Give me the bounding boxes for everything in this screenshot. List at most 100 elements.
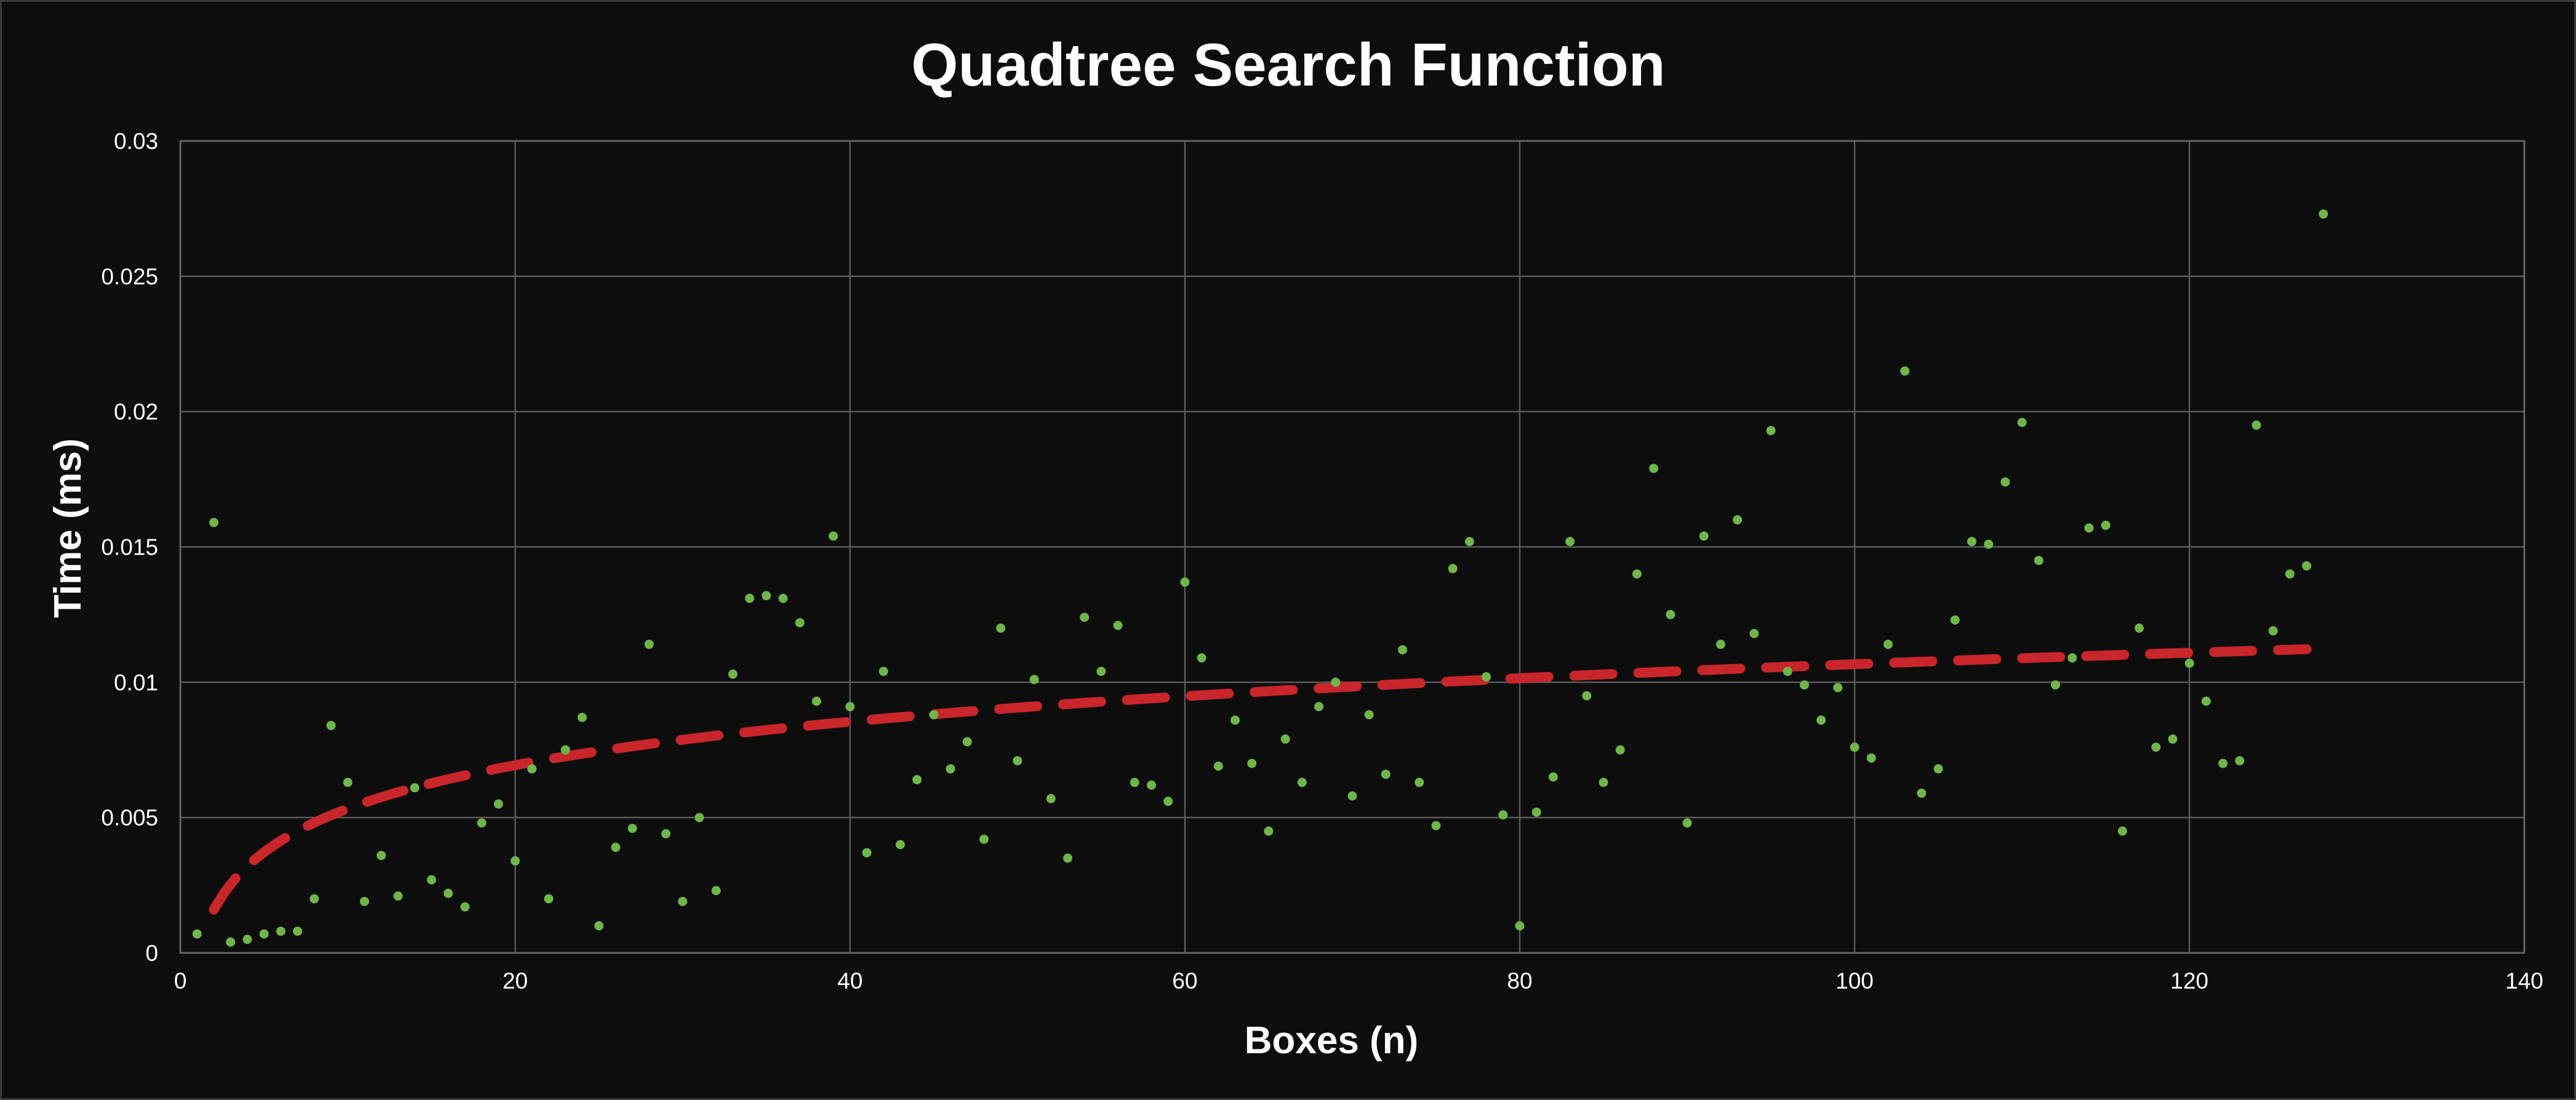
data-point — [2168, 734, 2178, 744]
data-point — [979, 834, 989, 844]
data-point — [1850, 742, 1860, 752]
data-point — [410, 783, 420, 793]
data-point — [1180, 577, 1190, 587]
data-point — [1783, 667, 1792, 676]
y-tick-label: 0.03 — [114, 129, 158, 154]
data-point — [577, 712, 587, 722]
data-point — [1582, 691, 1592, 701]
data-point — [1984, 539, 1994, 549]
data-point — [1464, 537, 1474, 547]
x-tick-label: 140 — [2505, 968, 2543, 994]
data-point — [1130, 777, 1139, 787]
data-point — [929, 710, 939, 720]
data-point — [1498, 810, 1508, 820]
data-point — [427, 875, 436, 885]
data-point — [2235, 756, 2245, 766]
chart-title: Quadtree Search Function — [911, 31, 1665, 98]
x-tick-label: 0 — [174, 968, 187, 994]
data-point — [644, 640, 654, 649]
data-point — [1264, 826, 1274, 836]
data-point — [1548, 772, 1558, 782]
x-tick-label: 120 — [2170, 968, 2209, 994]
data-point — [1364, 710, 1374, 720]
data-point — [1213, 761, 1223, 771]
data-point — [962, 737, 972, 747]
data-point — [561, 745, 571, 755]
data-point — [1431, 821, 1441, 830]
x-tick-label: 20 — [502, 968, 528, 994]
data-point — [1833, 683, 1843, 693]
data-point — [292, 926, 302, 936]
points-layer — [192, 209, 2329, 947]
data-point — [778, 593, 788, 603]
data-point — [1147, 780, 1157, 790]
x-axis-title: Boxes (n) — [1245, 1019, 1418, 1062]
data-point — [2268, 626, 2278, 636]
data-point — [2252, 420, 2261, 430]
data-point — [1414, 777, 1424, 787]
data-point — [829, 531, 838, 541]
data-point — [1866, 753, 1876, 763]
data-point — [226, 937, 236, 947]
data-point — [2201, 696, 2211, 706]
data-point — [544, 894, 553, 904]
x-tick-label: 60 — [1172, 968, 1197, 994]
data-point — [276, 926, 286, 936]
data-point — [1531, 807, 1541, 817]
data-point — [694, 813, 704, 822]
data-point — [661, 829, 671, 839]
y-tick-label: 0.025 — [101, 264, 158, 289]
data-point — [1046, 793, 1056, 803]
data-point — [1649, 464, 1659, 473]
data-point — [728, 669, 738, 679]
data-point — [2068, 653, 2077, 663]
data-point — [1666, 609, 1675, 619]
data-point — [2301, 561, 2311, 571]
data-point — [343, 777, 353, 787]
data-point — [1197, 653, 1206, 663]
data-point — [1766, 425, 1776, 435]
data-point — [259, 929, 269, 939]
data-point — [376, 851, 386, 861]
data-point — [611, 843, 620, 853]
data-point — [1749, 628, 1759, 638]
data-point — [2084, 523, 2094, 533]
data-point — [1347, 791, 1357, 801]
data-point — [1900, 366, 1910, 376]
data-point — [310, 894, 319, 904]
data-point — [2034, 555, 2044, 565]
data-point — [1314, 702, 1324, 712]
data-point — [594, 921, 604, 931]
data-point — [1615, 745, 1625, 755]
data-point — [209, 518, 219, 528]
y-tick-label: 0.005 — [101, 805, 158, 830]
data-point — [393, 891, 403, 901]
data-point — [2101, 520, 2111, 530]
y-tick-label: 0.02 — [114, 399, 158, 425]
data-point — [761, 591, 771, 601]
trendline — [209, 644, 2312, 915]
data-point — [1883, 640, 1893, 649]
data-point — [1013, 756, 1022, 766]
data-point — [1080, 612, 1089, 622]
data-point — [460, 902, 470, 912]
data-point — [1247, 758, 1257, 768]
data-point — [1565, 537, 1575, 547]
y-tick-label: 0.01 — [114, 670, 158, 695]
y-tick-label: 0 — [145, 941, 158, 966]
data-point — [711, 886, 721, 896]
y-axis-title: Time (ms) — [47, 438, 89, 618]
data-point — [1950, 615, 1960, 625]
data-point — [1063, 853, 1073, 863]
data-point — [243, 934, 252, 944]
data-point — [527, 764, 537, 774]
data-point — [1163, 797, 1173, 806]
x-tick-label: 80 — [1507, 968, 1532, 994]
data-point — [1632, 569, 1642, 579]
data-point — [795, 618, 804, 628]
grid-layer — [179, 140, 2526, 954]
y-tick-label: 0.015 — [101, 535, 158, 560]
data-point — [1331, 677, 1341, 687]
data-point — [1933, 764, 1943, 774]
